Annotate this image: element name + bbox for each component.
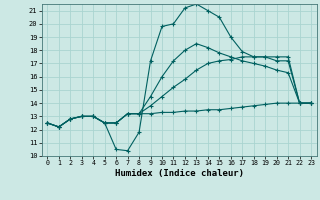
X-axis label: Humidex (Indice chaleur): Humidex (Indice chaleur) [115,169,244,178]
